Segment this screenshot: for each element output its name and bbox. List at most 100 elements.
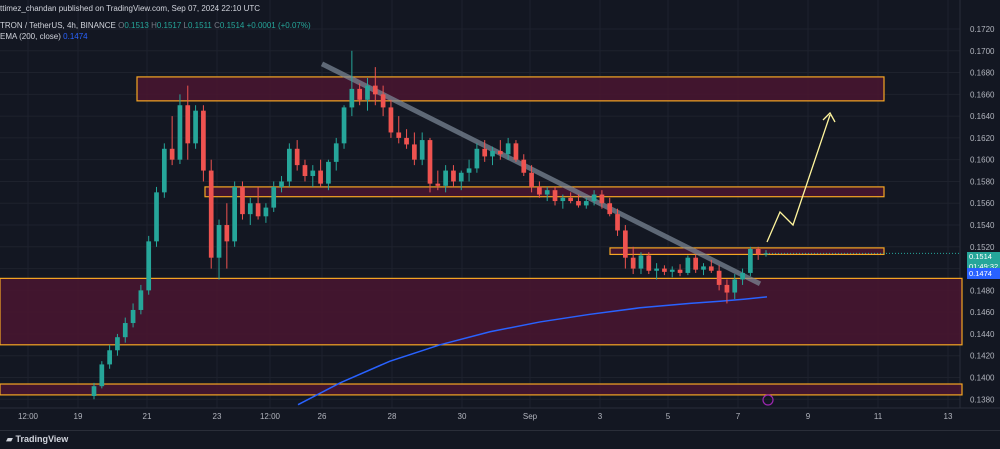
- candle-body[interactable]: [216, 225, 222, 258]
- candle-body[interactable]: [513, 143, 519, 160]
- candle-body[interactable]: [505, 143, 511, 155]
- candle-body[interactable]: [693, 257, 699, 270]
- candle-body[interactable]: [412, 144, 417, 160]
- candle-body[interactable]: [318, 170, 323, 184]
- candle-body[interactable]: [708, 266, 714, 271]
- candle-body[interactable]: [732, 279, 738, 293]
- support-resistance-zone[interactable]: [204, 186, 885, 198]
- candle-body[interactable]: [130, 309, 136, 324]
- candle-body[interactable]: [427, 140, 433, 184]
- candle-body[interactable]: [146, 241, 152, 291]
- candle-body[interactable]: [396, 132, 402, 138]
- candle-body[interactable]: [302, 165, 308, 177]
- ema-200-line[interactable]: [297, 296, 768, 406]
- candle-body[interactable]: [122, 323, 128, 338]
- candle-body[interactable]: [419, 140, 425, 160]
- tradingview-logo[interactable]: ▰ TradingView: [6, 434, 69, 444]
- candle-body[interactable]: [208, 170, 214, 258]
- candle-body[interactable]: [638, 255, 644, 269]
- candle-body[interactable]: [662, 268, 667, 272]
- candle-body[interactable]: [701, 266, 706, 270]
- candle-body[interactable]: [677, 269, 683, 273]
- candle-body[interactable]: [287, 148, 292, 182]
- candle-body[interactable]: [91, 386, 97, 396]
- candle-body[interactable]: [99, 364, 105, 387]
- candle-body[interactable]: [388, 107, 394, 133]
- candle-body[interactable]: [576, 201, 581, 206]
- candle-body[interactable]: [599, 194, 605, 204]
- candle-body[interactable]: [201, 110, 206, 171]
- candle-body[interactable]: [294, 148, 300, 166]
- ema-legend[interactable]: EMA (200, close) 0.1474: [0, 32, 88, 41]
- candle-body[interactable]: [138, 290, 144, 310]
- candle-body[interactable]: [748, 248, 753, 273]
- candle-body[interactable]: [380, 94, 386, 108]
- candle-body[interactable]: [685, 257, 691, 273]
- candle-body[interactable]: [497, 150, 503, 155]
- candle-body[interactable]: [568, 197, 573, 202]
- candle-body[interactable]: [271, 186, 277, 208]
- candle-body[interactable]: [552, 190, 558, 202]
- descending-trendline[interactable]: [320, 61, 762, 287]
- candle-body[interactable]: [372, 85, 378, 95]
- candle-body[interactable]: [279, 181, 284, 187]
- candle-body[interactable]: [474, 148, 480, 169]
- candle-body[interactable]: [560, 197, 566, 202]
- replay-icon[interactable]: [762, 394, 774, 406]
- x-tick-label: 12:00: [260, 412, 281, 421]
- candle-body[interactable]: [161, 148, 167, 193]
- candle-body[interactable]: [357, 88, 363, 100]
- candle-body[interactable]: [466, 168, 472, 173]
- candle-body[interactable]: [169, 148, 175, 160]
- candle-body[interactable]: [521, 159, 527, 173]
- candle-body[interactable]: [646, 255, 652, 271]
- candle-body[interactable]: [615, 214, 620, 231]
- candle-body[interactable]: [404, 137, 409, 145]
- candle-body[interactable]: [115, 337, 120, 351]
- candle-body[interactable]: [623, 230, 628, 258]
- candle-body[interactable]: [443, 170, 448, 186]
- candle-body[interactable]: [232, 186, 237, 242]
- support-resistance-zone[interactable]: [136, 76, 885, 102]
- candle-body[interactable]: [607, 203, 613, 215]
- candle-body[interactable]: [755, 248, 761, 255]
- candle-body[interactable]: [544, 190, 550, 195]
- candle-body[interactable]: [177, 105, 183, 160]
- candle-body[interactable]: [240, 186, 245, 215]
- projection-path[interactable]: [766, 114, 831, 243]
- candle-body[interactable]: [724, 284, 730, 293]
- candle-body[interactable]: [529, 172, 534, 187]
- support-resistance-zone[interactable]: [609, 247, 885, 256]
- candle-body[interactable]: [740, 272, 745, 280]
- candle-body[interactable]: [263, 207, 269, 217]
- candle-body[interactable]: [193, 110, 198, 144]
- candle-body[interactable]: [591, 194, 597, 202]
- candle-body[interactable]: [435, 183, 441, 186]
- candle-body[interactable]: [107, 350, 112, 365]
- candle-body[interactable]: [763, 253, 769, 255]
- candle-body[interactable]: [349, 88, 355, 108]
- candle-body[interactable]: [716, 270, 722, 285]
- candle-body[interactable]: [341, 107, 347, 144]
- candle-body[interactable]: [490, 150, 495, 157]
- candle-body[interactable]: [326, 161, 331, 184]
- candle-body[interactable]: [451, 170, 456, 182]
- candle-body[interactable]: [365, 85, 370, 100]
- candle-body[interactable]: [247, 203, 253, 215]
- candle-body[interactable]: [654, 268, 659, 271]
- candle-body[interactable]: [185, 105, 191, 144]
- candle-body[interactable]: [669, 269, 675, 272]
- candle-body[interactable]: [630, 257, 636, 269]
- candle-body[interactable]: [537, 186, 542, 195]
- candle-body[interactable]: [154, 192, 159, 242]
- candle-body[interactable]: [458, 172, 464, 182]
- candle-body[interactable]: [255, 203, 261, 217]
- y-tick-label: 0.1420: [970, 352, 995, 361]
- candle-body[interactable]: [333, 143, 339, 162]
- candle-body[interactable]: [310, 170, 316, 177]
- candle-body[interactable]: [583, 201, 589, 206]
- support-resistance-zone[interactable]: [0, 383, 963, 396]
- candle-body[interactable]: [482, 148, 488, 157]
- candle-body[interactable]: [224, 225, 230, 242]
